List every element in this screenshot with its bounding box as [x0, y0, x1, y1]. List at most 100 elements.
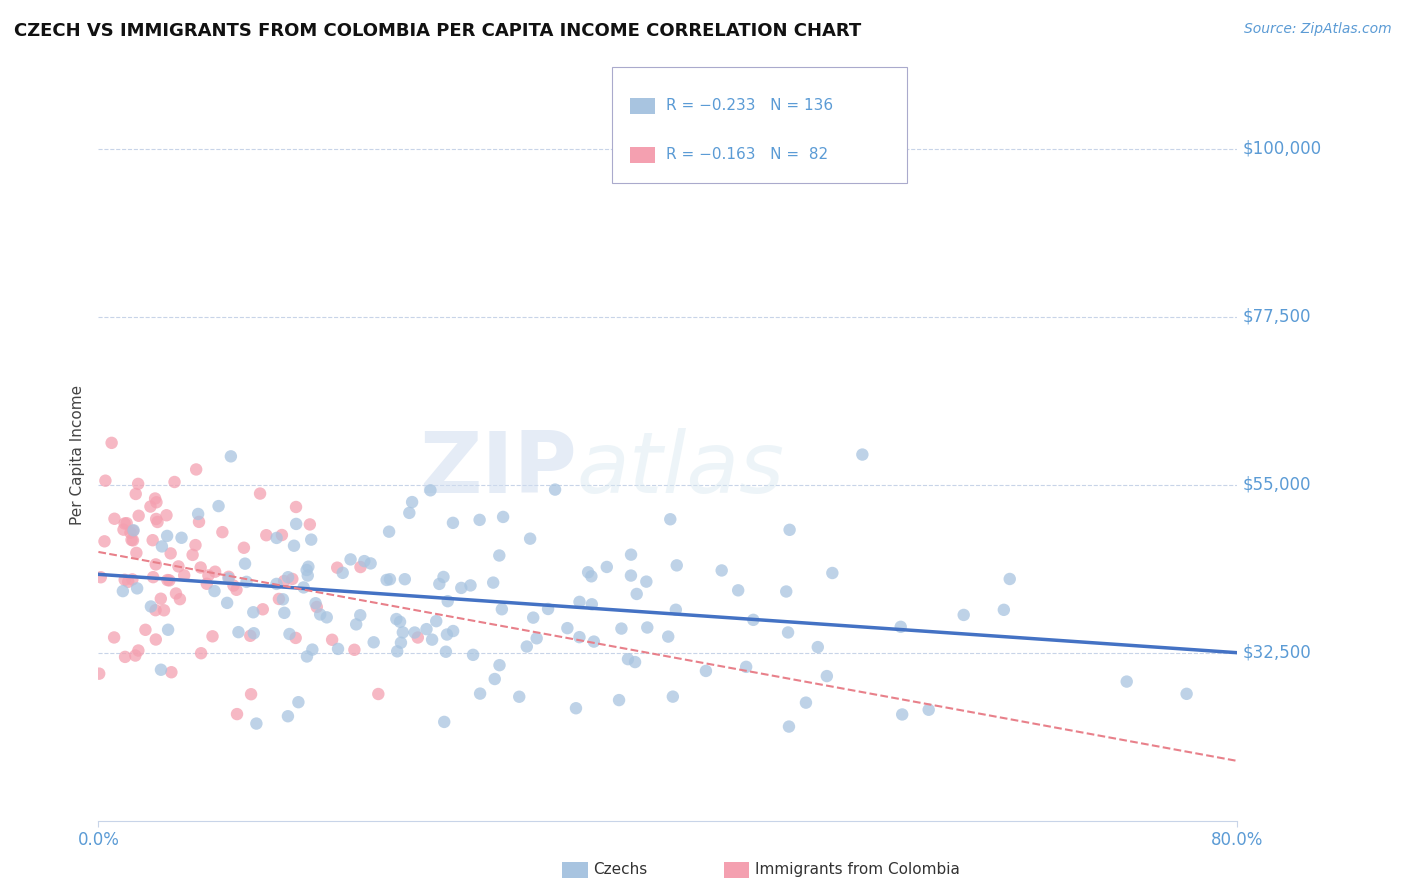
Point	[281, 572, 304, 586]
Point	[433, 714, 456, 729]
Point	[283, 539, 305, 553]
Point	[309, 607, 332, 622]
Point	[201, 629, 224, 643]
Point	[277, 709, 299, 723]
Point	[1175, 687, 1198, 701]
Point	[695, 664, 717, 678]
Point	[659, 512, 682, 526]
Point	[167, 559, 190, 574]
Point	[304, 596, 326, 610]
Point	[187, 507, 209, 521]
Point	[378, 572, 401, 586]
Point	[349, 560, 371, 574]
Point	[450, 581, 472, 595]
Point	[211, 525, 233, 540]
Point	[349, 608, 371, 623]
Point	[582, 634, 605, 648]
Point	[794, 696, 817, 710]
Point	[190, 560, 212, 574]
Point	[363, 635, 385, 649]
Point	[607, 693, 630, 707]
Point	[298, 517, 321, 532]
Point	[128, 508, 150, 523]
Point	[492, 510, 515, 524]
Point	[389, 636, 412, 650]
Point	[232, 541, 254, 555]
Point	[242, 605, 264, 619]
Point	[581, 597, 603, 611]
Point	[150, 540, 173, 554]
Point	[239, 629, 262, 643]
Point	[124, 648, 146, 663]
Point	[103, 631, 125, 645]
Point	[188, 515, 211, 529]
Point	[375, 573, 398, 587]
Point	[120, 525, 142, 540]
Point	[218, 571, 240, 585]
Point	[285, 500, 308, 514]
Point	[326, 641, 349, 656]
Point	[401, 495, 423, 509]
Point	[617, 652, 640, 666]
Point	[775, 584, 797, 599]
Point	[432, 570, 454, 584]
Point	[626, 587, 648, 601]
Point	[398, 506, 420, 520]
Point	[122, 533, 145, 548]
Text: Immigrants from Colombia: Immigrants from Colombia	[755, 863, 960, 877]
Point	[121, 533, 143, 547]
Point	[112, 523, 135, 537]
Point	[142, 570, 165, 584]
Point	[516, 640, 538, 654]
Point	[93, 534, 115, 549]
Point	[125, 487, 148, 501]
Point	[460, 578, 482, 592]
Point	[993, 603, 1015, 617]
Point	[115, 516, 138, 531]
Text: $100,000: $100,000	[1243, 140, 1322, 158]
Point	[156, 529, 179, 543]
Point	[153, 603, 176, 617]
Point	[367, 687, 389, 701]
Point	[326, 560, 349, 574]
Point	[295, 563, 318, 577]
Point	[488, 549, 510, 563]
Point	[103, 512, 125, 526]
Point	[145, 603, 167, 617]
Point	[392, 625, 415, 640]
Point	[727, 583, 749, 598]
Point	[815, 669, 838, 683]
Point	[821, 566, 844, 580]
Point	[125, 546, 148, 560]
Point	[952, 607, 974, 622]
Point	[508, 690, 530, 704]
Point	[235, 574, 257, 589]
Point	[620, 568, 643, 582]
Point	[142, 533, 165, 548]
Point	[217, 596, 239, 610]
Point	[710, 564, 733, 578]
Point	[657, 630, 679, 644]
Point	[228, 625, 250, 640]
Point	[143, 491, 166, 506]
Point	[163, 475, 186, 489]
Point	[576, 566, 599, 580]
Point	[100, 435, 122, 450]
Point	[851, 448, 873, 462]
Point	[321, 632, 343, 647]
Point	[665, 603, 688, 617]
Point	[425, 614, 447, 628]
Point	[526, 632, 548, 646]
Point	[278, 627, 301, 641]
Text: R = −0.163   N =  82: R = −0.163 N = 82	[666, 147, 828, 162]
Point	[565, 701, 588, 715]
Point	[292, 581, 315, 595]
Point	[420, 632, 443, 647]
Point	[404, 625, 426, 640]
Point	[662, 690, 685, 704]
Point	[204, 584, 226, 599]
Point	[284, 631, 307, 645]
Point	[482, 575, 505, 590]
Point	[778, 720, 800, 734]
Point	[468, 687, 491, 701]
